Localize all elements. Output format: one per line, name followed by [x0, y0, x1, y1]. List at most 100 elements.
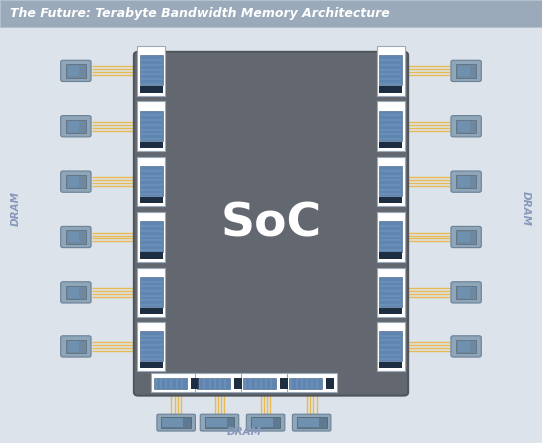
Bar: [140, 166, 163, 196]
Text: SoC: SoC: [221, 201, 321, 246]
FancyBboxPatch shape: [61, 336, 91, 357]
Bar: [191, 378, 198, 389]
FancyBboxPatch shape: [451, 226, 481, 248]
Bar: [458, 232, 470, 242]
Bar: [379, 222, 402, 252]
FancyBboxPatch shape: [137, 46, 165, 96]
Bar: [456, 175, 476, 188]
Bar: [379, 331, 402, 361]
FancyBboxPatch shape: [377, 101, 405, 151]
Bar: [66, 64, 86, 78]
Bar: [280, 378, 288, 389]
Bar: [379, 362, 402, 368]
FancyBboxPatch shape: [61, 171, 91, 192]
Bar: [140, 197, 163, 203]
FancyBboxPatch shape: [61, 226, 91, 248]
Bar: [68, 176, 80, 187]
Bar: [456, 340, 476, 353]
Bar: [456, 286, 476, 299]
Bar: [66, 230, 86, 244]
FancyBboxPatch shape: [377, 46, 405, 96]
FancyBboxPatch shape: [201, 414, 239, 431]
Bar: [379, 86, 402, 93]
FancyBboxPatch shape: [377, 157, 405, 206]
Bar: [297, 417, 326, 428]
Text: DRAM: DRAM: [521, 190, 531, 226]
Bar: [458, 176, 470, 187]
FancyBboxPatch shape: [451, 116, 481, 137]
Bar: [205, 417, 235, 428]
Bar: [379, 277, 402, 307]
FancyBboxPatch shape: [137, 212, 165, 262]
Bar: [250, 417, 281, 428]
Bar: [458, 121, 470, 132]
Bar: [379, 142, 402, 148]
FancyBboxPatch shape: [377, 212, 405, 262]
Bar: [66, 175, 86, 188]
Bar: [234, 378, 242, 389]
Bar: [379, 55, 402, 85]
Bar: [140, 111, 163, 141]
FancyBboxPatch shape: [157, 414, 195, 431]
FancyBboxPatch shape: [451, 336, 481, 357]
FancyBboxPatch shape: [137, 157, 165, 206]
Bar: [140, 86, 163, 93]
Bar: [379, 308, 402, 314]
Bar: [163, 418, 183, 427]
Bar: [66, 340, 86, 353]
Bar: [298, 418, 319, 427]
FancyBboxPatch shape: [137, 101, 165, 151]
Bar: [379, 166, 402, 196]
Bar: [251, 418, 273, 427]
Bar: [140, 253, 163, 259]
FancyBboxPatch shape: [287, 373, 337, 392]
FancyBboxPatch shape: [61, 60, 91, 82]
FancyBboxPatch shape: [451, 282, 481, 303]
Bar: [154, 378, 187, 389]
FancyBboxPatch shape: [0, 0, 542, 27]
Bar: [140, 222, 163, 252]
Bar: [289, 378, 322, 389]
Bar: [206, 418, 227, 427]
Bar: [456, 230, 476, 244]
Bar: [140, 362, 163, 368]
Text: The Future: Terabyte Bandwidth Memory Architecture: The Future: Terabyte Bandwidth Memory Ar…: [10, 7, 390, 20]
Bar: [66, 120, 86, 133]
Text: DRAM: DRAM: [11, 190, 21, 226]
FancyBboxPatch shape: [293, 414, 331, 431]
Bar: [68, 66, 80, 76]
Bar: [140, 331, 163, 361]
Bar: [140, 277, 163, 307]
FancyBboxPatch shape: [451, 60, 481, 82]
Bar: [68, 287, 80, 298]
FancyBboxPatch shape: [195, 373, 244, 392]
Bar: [140, 308, 163, 314]
Bar: [456, 120, 476, 133]
Bar: [456, 64, 476, 78]
Bar: [379, 111, 402, 141]
Text: DRAM: DRAM: [227, 427, 261, 437]
FancyBboxPatch shape: [61, 282, 91, 303]
Bar: [68, 232, 80, 242]
Bar: [68, 341, 80, 352]
FancyBboxPatch shape: [151, 373, 201, 392]
FancyBboxPatch shape: [137, 322, 165, 371]
FancyBboxPatch shape: [241, 373, 291, 392]
Bar: [458, 287, 470, 298]
Bar: [379, 253, 402, 259]
FancyBboxPatch shape: [451, 171, 481, 192]
Bar: [379, 197, 402, 203]
Bar: [162, 417, 191, 428]
Bar: [140, 142, 163, 148]
Bar: [140, 55, 163, 85]
FancyBboxPatch shape: [377, 322, 405, 371]
FancyBboxPatch shape: [246, 414, 285, 431]
Bar: [197, 378, 230, 389]
Bar: [243, 378, 276, 389]
Bar: [326, 378, 334, 389]
Bar: [458, 66, 470, 76]
FancyBboxPatch shape: [134, 52, 408, 396]
FancyBboxPatch shape: [137, 268, 165, 317]
Bar: [68, 121, 80, 132]
FancyBboxPatch shape: [61, 116, 91, 137]
